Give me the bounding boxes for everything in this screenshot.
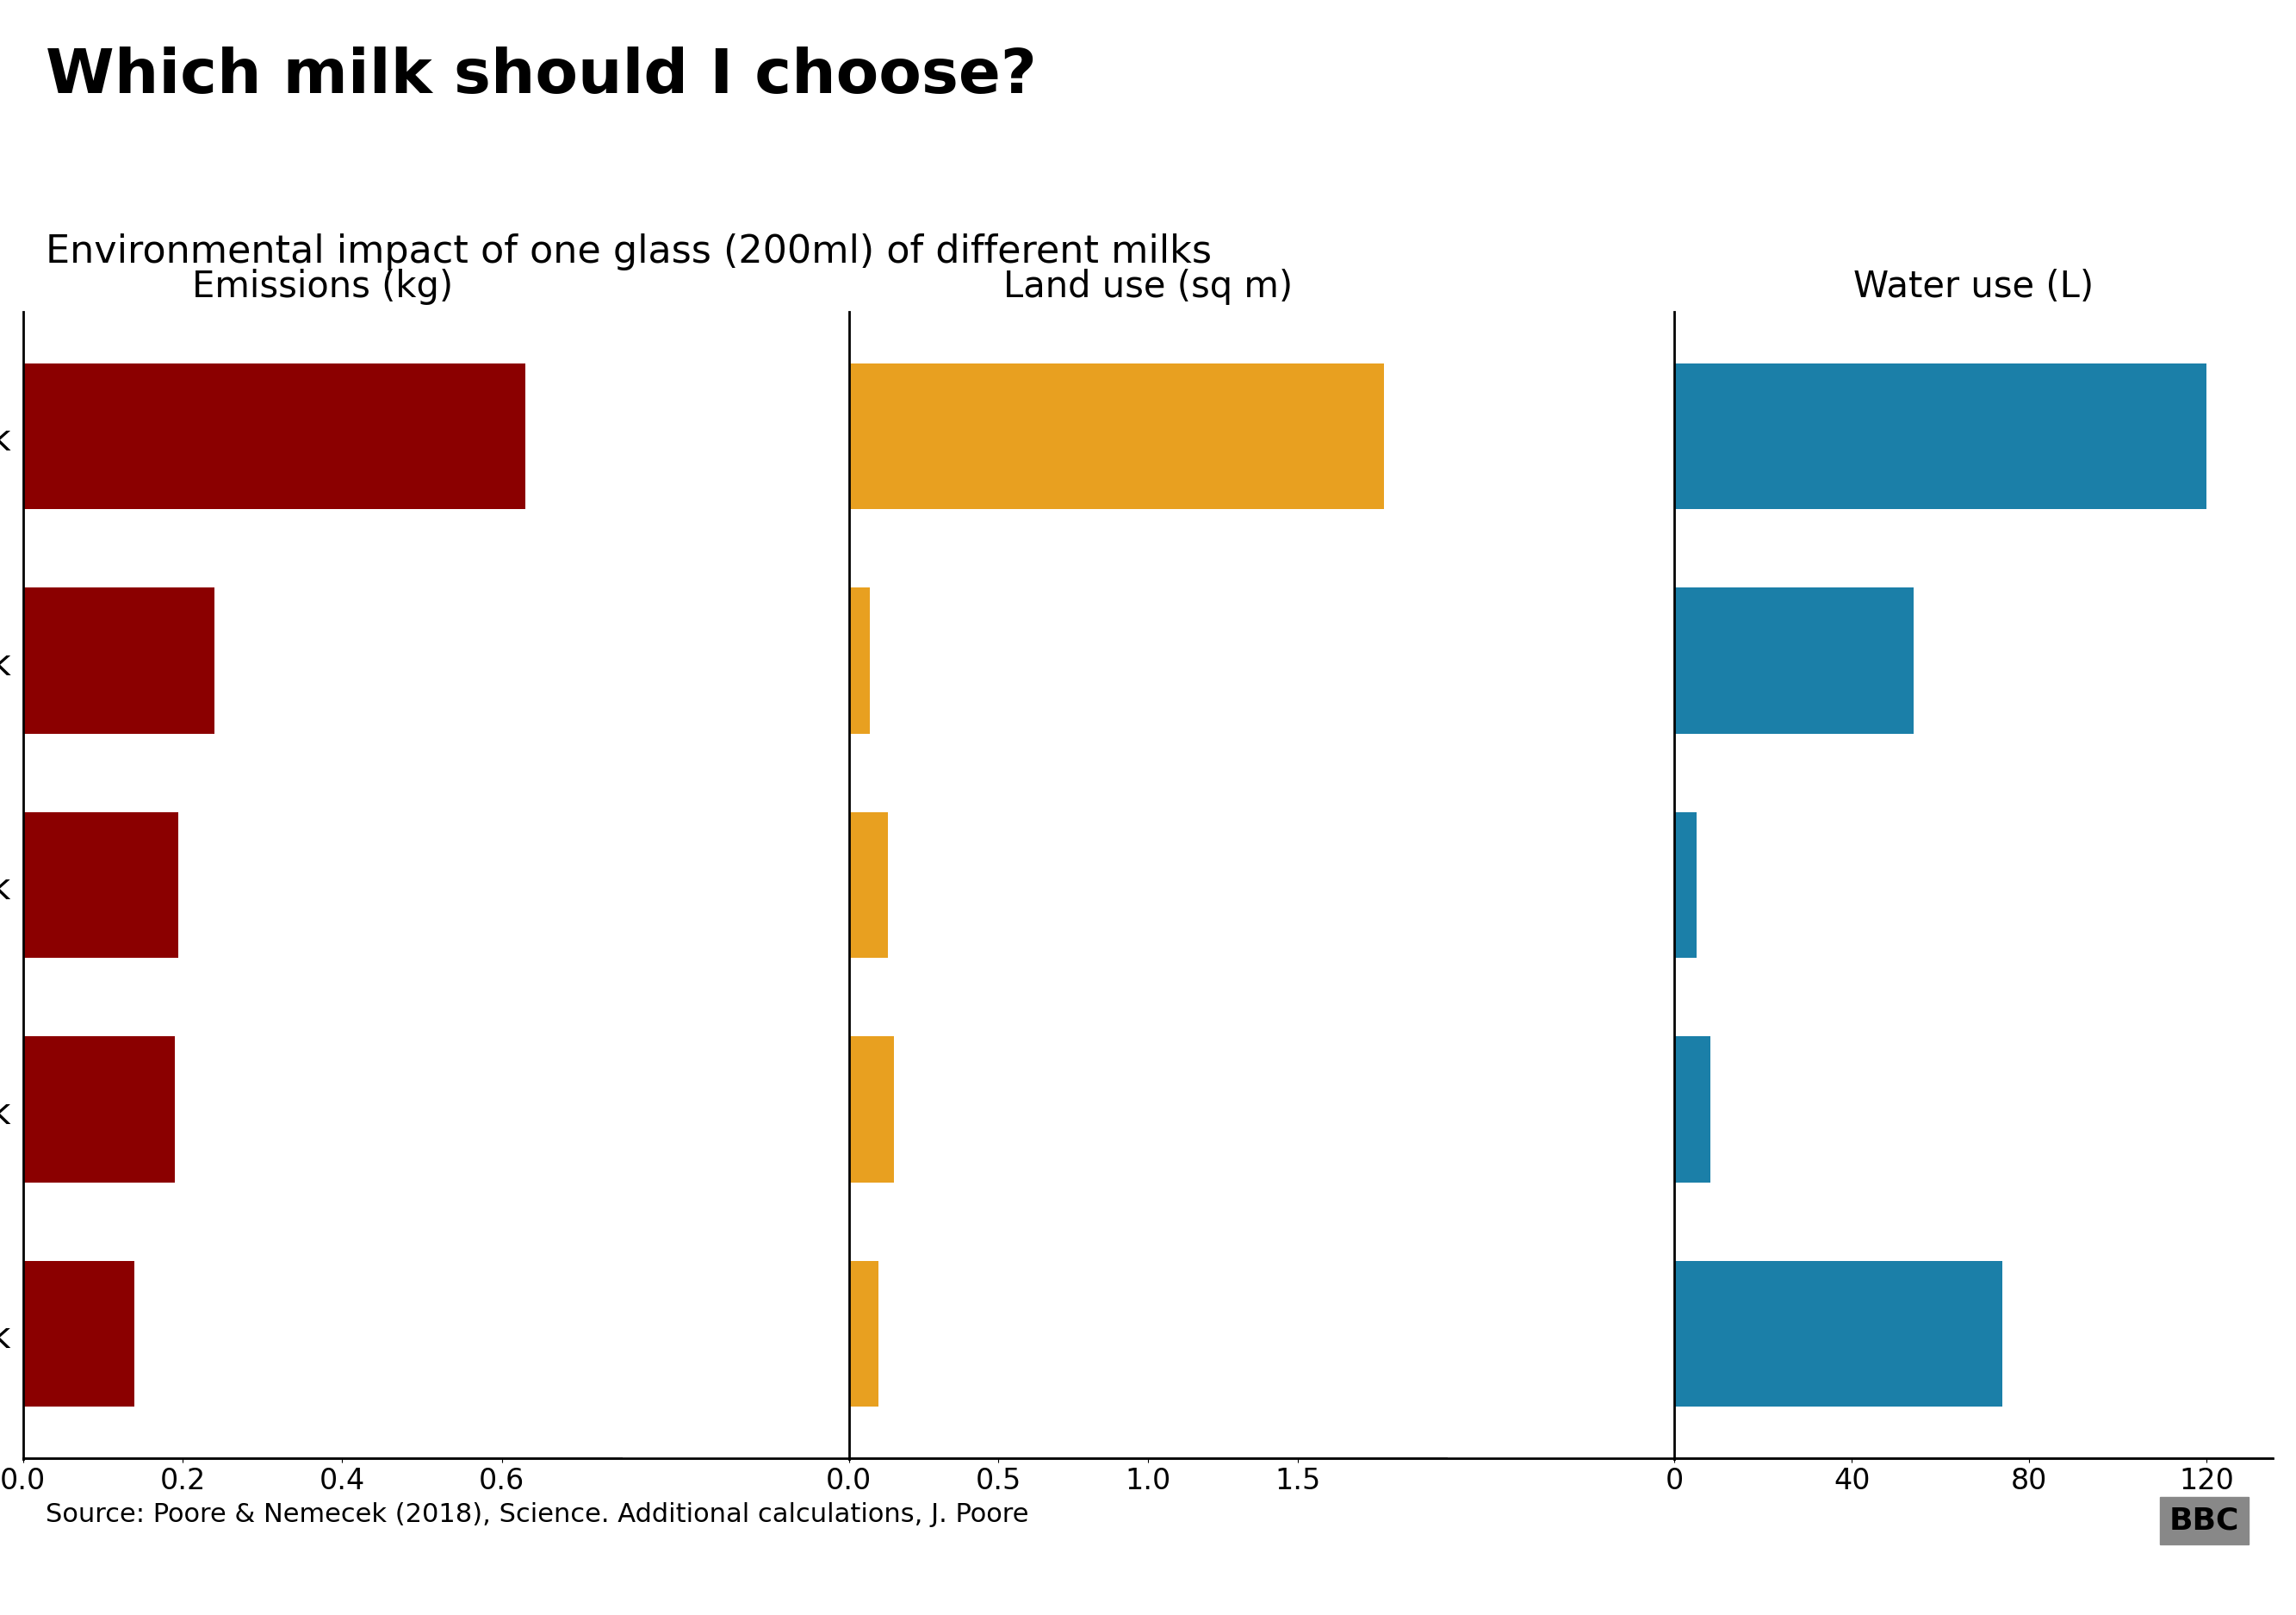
Title: Land use (sq m): Land use (sq m): [1003, 268, 1293, 305]
Bar: [850, 1037, 893, 1182]
Bar: [23, 1261, 135, 1407]
Bar: [850, 1261, 879, 1407]
Bar: [1674, 588, 1915, 733]
Bar: [1674, 363, 2206, 509]
Bar: [23, 812, 179, 958]
Bar: [850, 363, 1384, 509]
Bar: [23, 1037, 174, 1182]
Text: Environmental impact of one glass (200ml) of different milks: Environmental impact of one glass (200ml…: [46, 233, 1212, 270]
Text: BBC: BBC: [2170, 1507, 2239, 1536]
Bar: [23, 363, 526, 509]
Text: Which milk should I choose?: Which milk should I choose?: [46, 47, 1035, 105]
Text: Source: Poore & Nemecek (2018), Science. Additional calculations, J. Poore: Source: Poore & Nemecek (2018), Science.…: [46, 1502, 1029, 1526]
Bar: [850, 588, 870, 733]
Bar: [23, 588, 214, 733]
Bar: [850, 812, 889, 958]
Bar: [1674, 1261, 2002, 1407]
Bar: [1674, 812, 1697, 958]
Bar: [1674, 1037, 1711, 1182]
Title: Emissions (kg): Emissions (kg): [191, 268, 452, 305]
Title: Water use (L): Water use (L): [1853, 268, 2094, 305]
